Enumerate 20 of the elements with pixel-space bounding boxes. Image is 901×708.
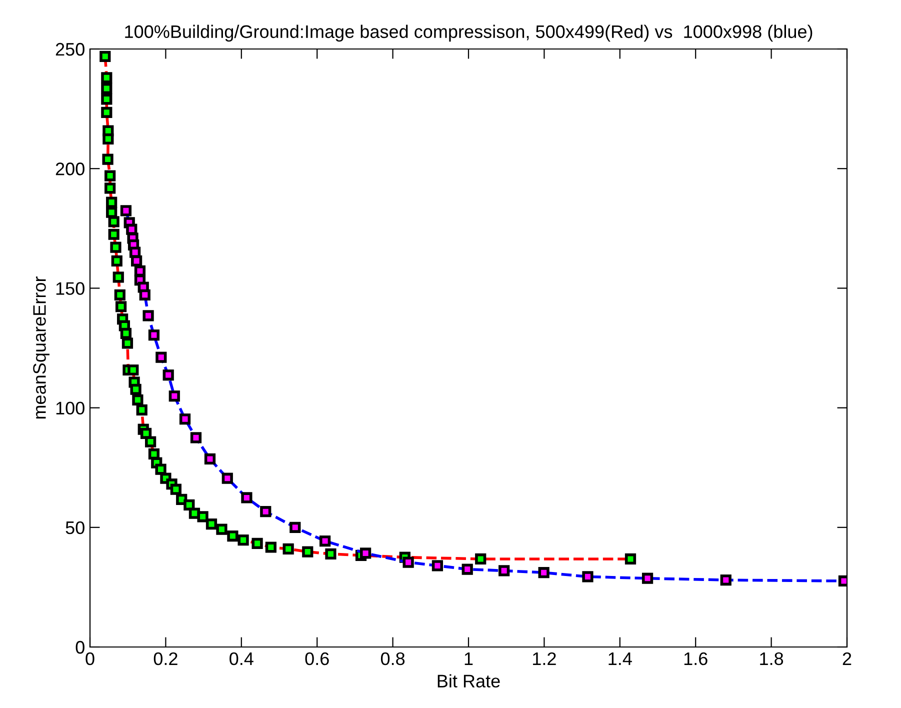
y-axis-title: meanSquareError <box>33 276 50 419</box>
x-tick-label: 0.4 <box>230 652 254 666</box>
x-tick-label: 0.6 <box>305 652 329 666</box>
y-tick-label: 200 <box>56 162 84 176</box>
y-tick-label: 0 <box>76 640 84 654</box>
chart-title: 100%Building/Ground:Image based compressison, 500x499(Red) vs 1000x998 (blue) <box>125 24 812 42</box>
y-tick-label: 50 <box>66 521 84 534</box>
x-tick-label: 1.8 <box>760 652 784 666</box>
x-tick-label: 0.2 <box>154 652 178 666</box>
x-tick-label: 1 <box>464 652 473 665</box>
x-tick-label: 1.2 <box>533 652 556 665</box>
y-tick-label: 250 <box>56 42 84 56</box>
y-tick-label: 150 <box>56 282 84 295</box>
x-tick-label: 1.4 <box>608 652 632 665</box>
x-tick-label: 0 <box>86 652 94 666</box>
y-tick-label: 100 <box>56 402 84 415</box>
x-tick-label: 0.8 <box>380 652 405 666</box>
x-tick-label: 2 <box>842 652 852 665</box>
x-tick-label: 1.6 <box>684 652 708 666</box>
x-axis-title: Bit Rate <box>438 674 500 688</box>
